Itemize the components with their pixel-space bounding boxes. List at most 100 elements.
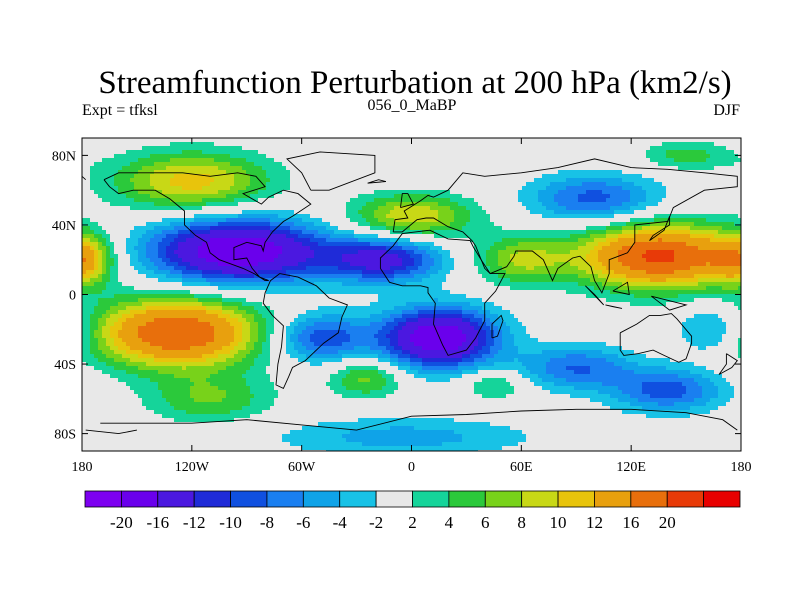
field-cell: [142, 398, 167, 403]
field-cell: [90, 274, 99, 279]
field-cell: [454, 262, 475, 267]
field-cell: [270, 406, 611, 411]
field-cell: [290, 354, 307, 359]
field-cell: [538, 338, 687, 343]
field-cell: [310, 362, 323, 367]
field-cell: [150, 194, 227, 199]
field-cell: [106, 266, 111, 271]
field-cell: [438, 270, 451, 275]
field-cell: [246, 318, 255, 323]
field-cell: [482, 274, 499, 279]
field-cell: [714, 234, 741, 239]
field-cell: [138, 190, 163, 195]
field-cell: [166, 254, 179, 259]
field-cell: [538, 374, 555, 379]
field-cell: [426, 270, 439, 275]
field-cell: [634, 350, 739, 355]
field-cell: [150, 174, 175, 179]
field-cell: [398, 242, 415, 247]
field-cell: [518, 190, 539, 195]
field-cell: [482, 206, 527, 211]
field-cell: [270, 230, 291, 235]
field-cell: [198, 318, 227, 323]
field-cell: [102, 274, 111, 279]
field-cell: [110, 314, 123, 319]
field-cell: [90, 322, 99, 327]
field-cell: [122, 326, 139, 331]
field-cell: [646, 258, 675, 263]
field-cell: [294, 346, 307, 351]
field-cell: [494, 362, 523, 367]
field-cell: [102, 326, 111, 331]
coastline: [649, 216, 671, 241]
field-cell: [642, 386, 687, 391]
field-cell: [386, 346, 395, 351]
field-cell: [646, 194, 667, 199]
field-cell: [362, 274, 395, 279]
field-cell: [82, 330, 91, 335]
field-cell: [738, 342, 741, 347]
field-cell: [606, 278, 627, 283]
field-cell: [634, 242, 687, 247]
field-cell: [158, 278, 183, 283]
field-cell: [346, 366, 379, 371]
field-cell: [662, 142, 715, 147]
field-cell: [630, 402, 659, 407]
contour-field: [82, 138, 741, 451]
field-cell: [138, 238, 151, 243]
field-cell: [738, 286, 741, 291]
field-cell: [82, 162, 95, 167]
field-cell: [522, 322, 683, 327]
field-cell: [190, 290, 267, 295]
field-cell: [698, 278, 741, 283]
field-cell: [202, 150, 259, 155]
field-cell: [162, 414, 251, 419]
field-cell: [82, 222, 99, 227]
field-cell: [486, 338, 495, 343]
field-cell: [734, 150, 741, 155]
field-cell: [158, 246, 167, 251]
field-cell: [246, 298, 379, 303]
field-cell: [290, 182, 527, 187]
field-cell: [502, 318, 519, 323]
field-cell: [630, 190, 647, 195]
field-cell: [106, 230, 131, 235]
field-cell: [186, 266, 199, 271]
field-cell: [106, 318, 119, 323]
field-cell: [606, 298, 695, 303]
field-cell: [218, 386, 251, 391]
field-cell: [266, 154, 647, 159]
field-cell: [614, 210, 635, 215]
colorbar-swatch: [484, 490, 523, 508]
field-cell: [434, 298, 439, 303]
field-cell: [454, 430, 523, 435]
field-cell: [222, 306, 239, 311]
field-cell: [238, 202, 347, 207]
field-cell: [150, 238, 163, 243]
field-cell: [474, 250, 487, 255]
field-cell: [398, 366, 411, 371]
field-cell: [462, 434, 527, 439]
field-cell: [170, 402, 251, 407]
field-cell: [586, 242, 599, 247]
field-cell: [290, 430, 351, 435]
field-cell: [414, 342, 463, 347]
field-cell: [398, 330, 415, 335]
field-cell: [230, 322, 243, 327]
field-cell: [398, 322, 407, 327]
field-cell: [122, 338, 143, 343]
field-cell: [454, 214, 471, 219]
field-cell: [82, 242, 91, 247]
field-cell: [138, 394, 163, 399]
field-cell: [370, 226, 387, 231]
field-cell: [82, 174, 91, 179]
field-cell: [390, 342, 399, 347]
field-cell: [214, 158, 247, 163]
colorbar-swatch: [302, 490, 341, 508]
field-cell: [602, 262, 623, 267]
field-cell: [650, 278, 667, 283]
field-cell: [190, 226, 211, 231]
field-cell: [590, 370, 635, 375]
field-cell: [634, 294, 679, 299]
field-cell: [730, 382, 741, 387]
